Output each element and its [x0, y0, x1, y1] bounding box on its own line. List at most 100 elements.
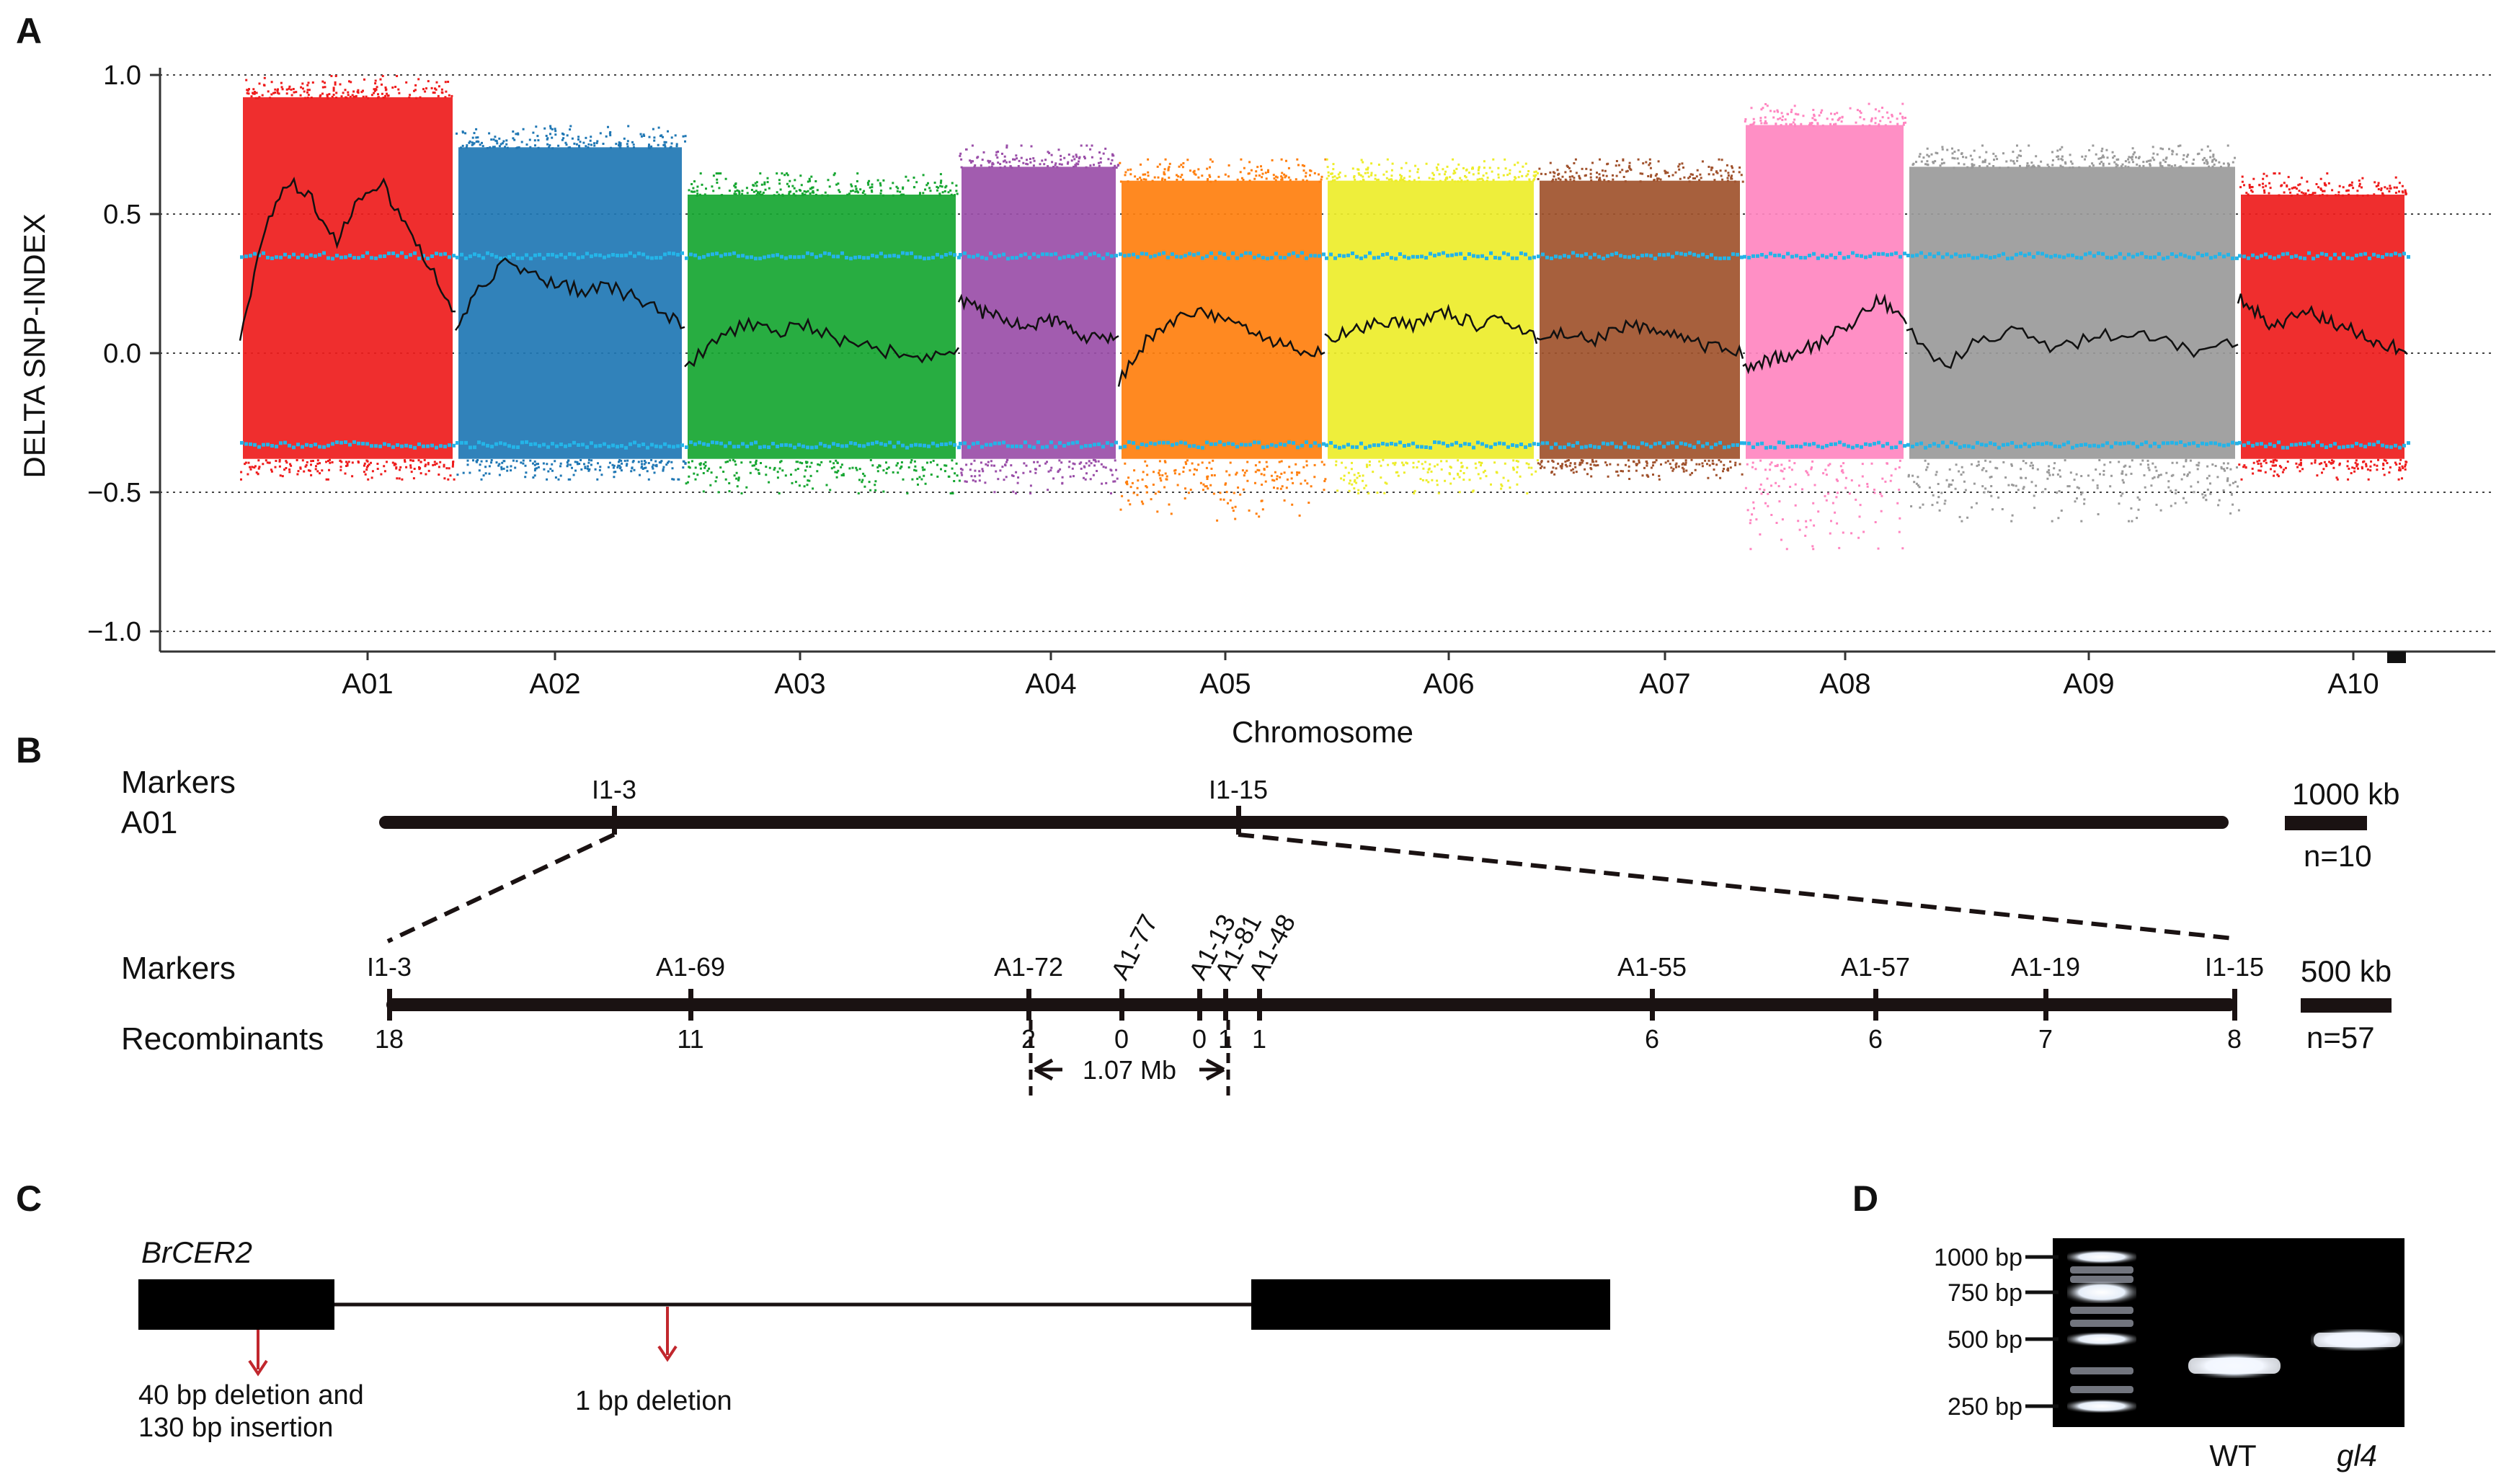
ladder-band-faint [2070, 1266, 2133, 1274]
fine-marker-tick [1119, 989, 1124, 1021]
scale-label-1000kb: 1000 kb [2292, 777, 2399, 811]
x-tick-label: A10 [2327, 668, 2379, 700]
zoom-line-left [386, 832, 616, 943]
snp-point-cluster [1325, 158, 1539, 495]
panel-b-fine-mapping: B Markers A01 I1-3 I1-15 1000 kb n=10 Ma… [16, 730, 2399, 1096]
x-axis-chromosome-labels: A01 A02 A03 A04 A05 A06 A07 A08 A09 A10 [342, 652, 2379, 700]
bottom-n-count: n=57 [2306, 1021, 2375, 1054]
fine-markers: I1-318A1-6911A1-722A1-770A1-130A1-811A1-… [367, 910, 2264, 1054]
gene-name-label: BrCER2 [141, 1235, 252, 1269]
threshold-line-segment [240, 440, 456, 450]
fine-marker-tick [2043, 989, 2048, 1021]
trend-line [454, 257, 685, 332]
threshold-line-segment [1537, 440, 1744, 450]
snp-density-band [962, 166, 1116, 459]
x-tick-label: A01 [342, 668, 393, 700]
panel-d-gel-image: D 1000 bp 750 bp 500 bp 250 bp WT gl4 [1852, 1178, 2404, 1472]
fine-markers-row-label: Markers [121, 951, 236, 986]
threshold-line-segment [1325, 251, 1536, 261]
recombinants-row-label: Recombinants [121, 1021, 324, 1057]
fine-map-bar [386, 998, 2236, 1011]
top-marker-i1-3: I1-3 [592, 775, 636, 804]
ladder-band-faint [2070, 1320, 2133, 1327]
fine-marker-tick [1257, 989, 1262, 1021]
lane-label-gl4: gl4 [2337, 1439, 2377, 1472]
scale-bar-1000kb [2285, 816, 2367, 830]
trend-line [1742, 293, 1908, 375]
zoom-line-right [1238, 832, 2234, 941]
gl4-band-core [2314, 1333, 2400, 1347]
threshold-line-segment [1743, 251, 1906, 260]
trend-line [1324, 303, 1538, 345]
x-tick-label: A02 [529, 668, 580, 700]
threshold-line-segment [685, 251, 961, 261]
trend-line [1906, 325, 2239, 369]
wt-band-core [2188, 1358, 2281, 1374]
trend-line [1117, 306, 1325, 387]
snp-density-band [243, 97, 453, 459]
fine-marker-tick [1650, 989, 1655, 1021]
fine-marker-label: I1-3 [367, 952, 412, 982]
fine-marker-tick [1873, 989, 1878, 1021]
recombinant-count: 6 [1868, 1024, 1883, 1054]
threshold-line-segment [1537, 251, 1744, 261]
ladder-size-label: 500 bp [1948, 1326, 2022, 1354]
fine-marker-tick [1026, 989, 1031, 1021]
recombinant-count: 0 [1114, 1024, 1129, 1054]
x-tick-label: A03 [774, 668, 825, 700]
recombinant-count: 7 [2038, 1024, 2053, 1054]
recombinant-count: 2 [1021, 1024, 1036, 1054]
plot-axes [159, 68, 2495, 663]
ladder-band-faint [2070, 1367, 2133, 1374]
y-tick-label: 1.0 [103, 61, 141, 91]
ladder-band [2067, 1400, 2136, 1413]
snp-scatter-points [240, 75, 2408, 551]
threshold-line-segment [240, 251, 456, 261]
panel-a-snp-index-plot: A 1.00.50.0−0.5−1.0 A01 A02 A03 A04 A05 A06 A0… [16, 11, 2495, 749]
y-tick-label: −1.0 [87, 617, 141, 647]
top-n-count: n=10 [2304, 839, 2372, 873]
ladder-band [2067, 1333, 2136, 1346]
ladder-band-faint [2070, 1307, 2133, 1314]
markers-row-label: Markers [121, 765, 236, 800]
threshold-line-segment [1906, 440, 2239, 450]
trend-line [684, 316, 960, 368]
fine-marker-label: A1-55 [1617, 952, 1687, 982]
mutation-2-arrow-icon [657, 1345, 678, 1362]
x-tick-label: A09 [2063, 668, 2114, 700]
snp-density-band [1122, 180, 1322, 459]
recombinant-count: 1 [1252, 1024, 1266, 1054]
threshold-line-segment [456, 440, 684, 450]
threshold-line-segment [1325, 440, 1536, 450]
threshold-lines [240, 251, 2410, 450]
threshold-line-segment [2238, 251, 2410, 261]
fine-marker-label: A1-57 [1841, 952, 1910, 982]
marker-tick-i1-3 [612, 806, 617, 835]
threshold-line-segment [1906, 251, 2239, 261]
y-axis-title: DELTA SNP-INDEX [17, 213, 51, 478]
x-tick-label: A08 [1819, 668, 1870, 700]
threshold-line-segment [959, 440, 1118, 450]
axis-end-block [2387, 652, 2406, 663]
ladder-band-faint [2070, 1276, 2133, 1283]
recombinant-count: 8 [2227, 1024, 2242, 1054]
x-tick-label: A07 [1639, 668, 1690, 700]
fine-marker-label: I1-15 [2205, 952, 2264, 982]
panel-d-letter: D [1852, 1178, 1878, 1219]
mutation-1-label-line-1: 40 bp deletion and [138, 1380, 364, 1410]
dna-ladder: 1000 bp 750 bp 500 bp 250 bp [1934, 1244, 2136, 1421]
threshold-line-segment [1743, 440, 1906, 450]
recombinant-count: 11 [677, 1024, 703, 1054]
trend-lines [239, 177, 2408, 387]
fine-marker-label: A1-77 [1105, 910, 1163, 985]
threshold-line-segment [1119, 440, 1325, 450]
snp-density-band [2241, 194, 2404, 459]
fine-marker-tick [688, 989, 693, 1021]
y-tick-label: 0.0 [103, 339, 141, 369]
exon-1-box [138, 1279, 334, 1330]
snp-density-band [1540, 180, 1740, 459]
fine-marker-label: A1-19 [2011, 952, 2080, 982]
recombinant-count: 0 [1192, 1024, 1207, 1054]
fine-marker-tick [1223, 989, 1228, 1021]
